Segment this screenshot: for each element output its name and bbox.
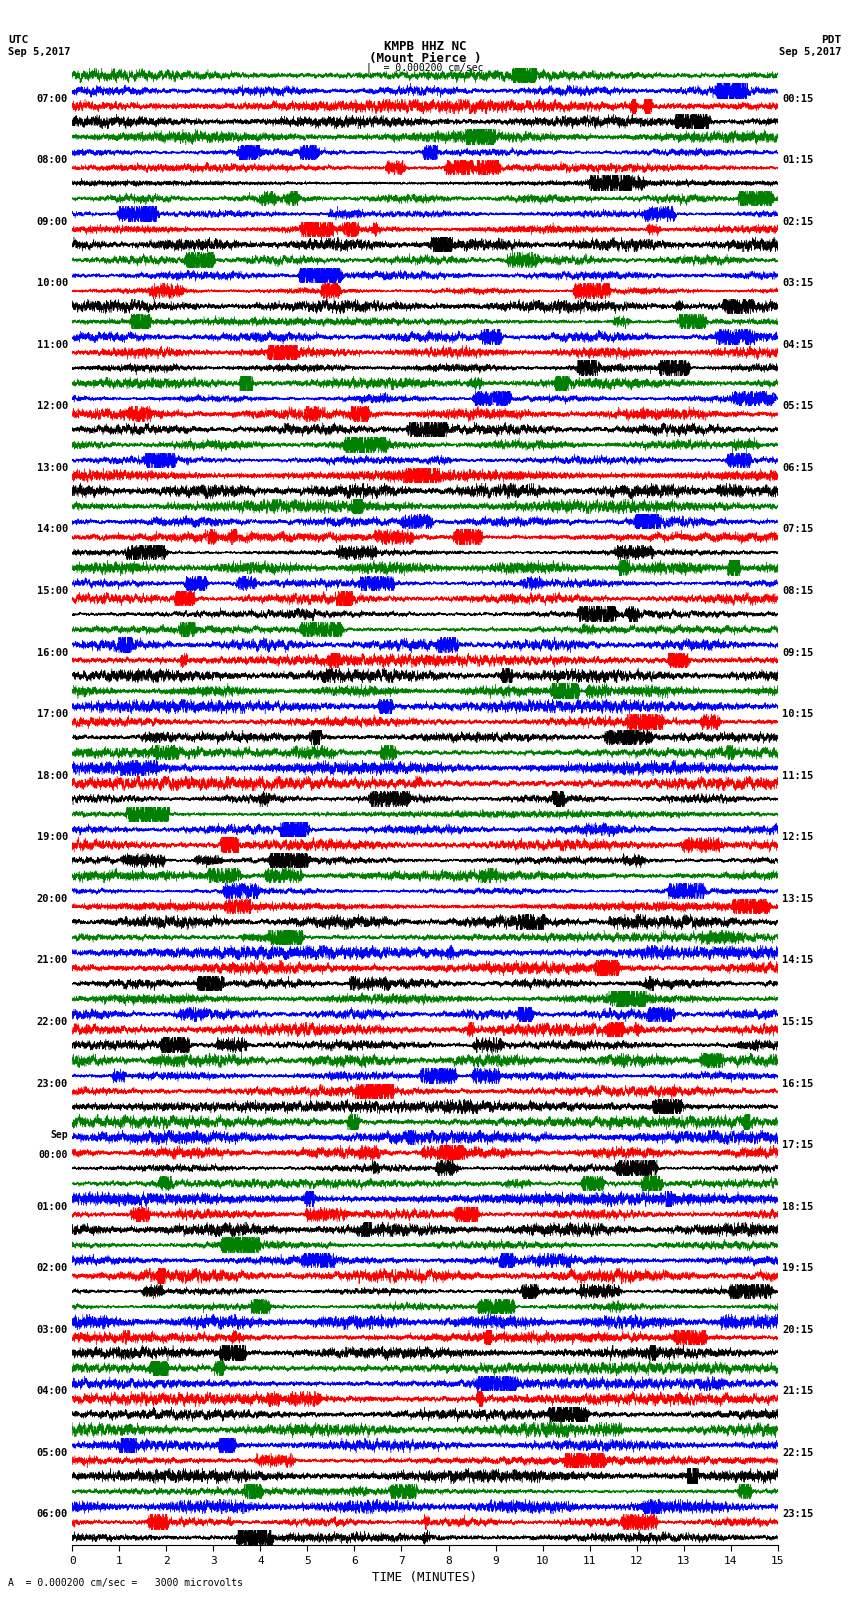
- Text: 17:15: 17:15: [782, 1140, 813, 1150]
- Text: 03:00: 03:00: [37, 1324, 68, 1336]
- Text: 10:00: 10:00: [37, 277, 68, 289]
- Text: 15:00: 15:00: [37, 586, 68, 597]
- Text: 11:00: 11:00: [37, 340, 68, 350]
- Text: 05:15: 05:15: [782, 402, 813, 411]
- Text: 01:00: 01:00: [37, 1202, 68, 1211]
- X-axis label: TIME (MINUTES): TIME (MINUTES): [372, 1571, 478, 1584]
- Text: 12:00: 12:00: [37, 402, 68, 411]
- Text: 04:00: 04:00: [37, 1386, 68, 1397]
- Text: |  = 0.000200 cm/sec: | = 0.000200 cm/sec: [366, 63, 484, 74]
- Text: 16:15: 16:15: [782, 1079, 813, 1089]
- Text: 10:15: 10:15: [782, 710, 813, 719]
- Text: 11:15: 11:15: [782, 771, 813, 781]
- Text: A  = 0.000200 cm/sec =   3000 microvolts: A = 0.000200 cm/sec = 3000 microvolts: [8, 1578, 243, 1587]
- Text: 06:00: 06:00: [37, 1510, 68, 1519]
- Text: 14:00: 14:00: [37, 524, 68, 534]
- Text: 21:15: 21:15: [782, 1386, 813, 1397]
- Text: 19:15: 19:15: [782, 1263, 813, 1273]
- Text: 08:15: 08:15: [782, 586, 813, 597]
- Text: 23:15: 23:15: [782, 1510, 813, 1519]
- Text: 21:00: 21:00: [37, 955, 68, 966]
- Text: 08:00: 08:00: [37, 155, 68, 165]
- Text: 20:15: 20:15: [782, 1324, 813, 1336]
- Text: 00:15: 00:15: [782, 94, 813, 103]
- Text: KMPB HHZ NC: KMPB HHZ NC: [383, 40, 467, 53]
- Text: UTC: UTC: [8, 35, 29, 45]
- Text: 22:00: 22:00: [37, 1016, 68, 1027]
- Text: 13:15: 13:15: [782, 894, 813, 903]
- Text: 09:15: 09:15: [782, 647, 813, 658]
- Text: 02:15: 02:15: [782, 216, 813, 227]
- Text: 20:00: 20:00: [37, 894, 68, 903]
- Text: 18:00: 18:00: [37, 771, 68, 781]
- Text: 17:00: 17:00: [37, 710, 68, 719]
- Text: 07:15: 07:15: [782, 524, 813, 534]
- Text: 22:15: 22:15: [782, 1448, 813, 1458]
- Text: 01:15: 01:15: [782, 155, 813, 165]
- Text: 14:15: 14:15: [782, 955, 813, 966]
- Text: 05:00: 05:00: [37, 1448, 68, 1458]
- Text: 16:00: 16:00: [37, 647, 68, 658]
- Text: 23:00: 23:00: [37, 1079, 68, 1089]
- Text: 03:15: 03:15: [782, 277, 813, 289]
- Text: 13:00: 13:00: [37, 463, 68, 473]
- Text: Sep 5,2017: Sep 5,2017: [779, 47, 842, 56]
- Text: (Mount Pierce ): (Mount Pierce ): [369, 52, 481, 65]
- Text: 07:00: 07:00: [37, 94, 68, 103]
- Text: 15:15: 15:15: [782, 1016, 813, 1027]
- Text: 04:15: 04:15: [782, 340, 813, 350]
- Text: 02:00: 02:00: [37, 1263, 68, 1273]
- Text: 09:00: 09:00: [37, 216, 68, 227]
- Text: 18:15: 18:15: [782, 1202, 813, 1211]
- Text: 00:00: 00:00: [38, 1150, 68, 1160]
- Text: 19:00: 19:00: [37, 832, 68, 842]
- Text: Sep: Sep: [50, 1131, 68, 1140]
- Text: PDT: PDT: [821, 35, 842, 45]
- Text: 12:15: 12:15: [782, 832, 813, 842]
- Text: 06:15: 06:15: [782, 463, 813, 473]
- Text: Sep 5,2017: Sep 5,2017: [8, 47, 71, 56]
